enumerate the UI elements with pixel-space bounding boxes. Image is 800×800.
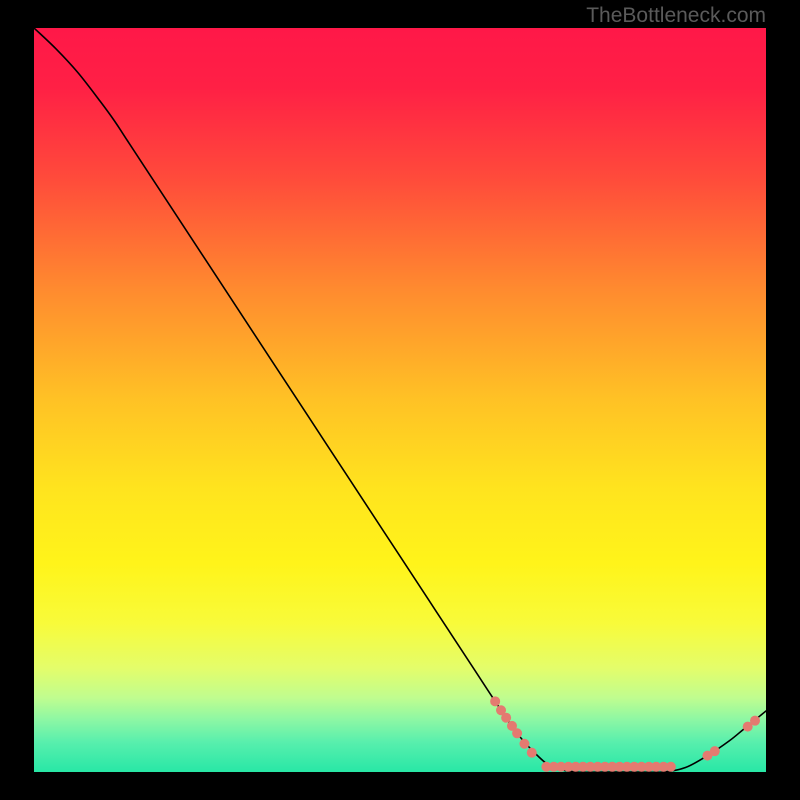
data-marker [527, 748, 537, 758]
data-marker [750, 716, 760, 726]
data-marker [501, 713, 511, 723]
bottleneck-curve [34, 28, 766, 772]
data-marker [666, 762, 676, 772]
data-marker [512, 728, 522, 738]
watermark-text: TheBottleneck.com [586, 4, 766, 28]
markers-group [490, 696, 760, 771]
data-marker [519, 739, 529, 749]
data-marker [710, 746, 720, 756]
chart-plot-area [34, 28, 766, 772]
chart-curve-layer [34, 28, 766, 772]
data-marker [490, 696, 500, 706]
